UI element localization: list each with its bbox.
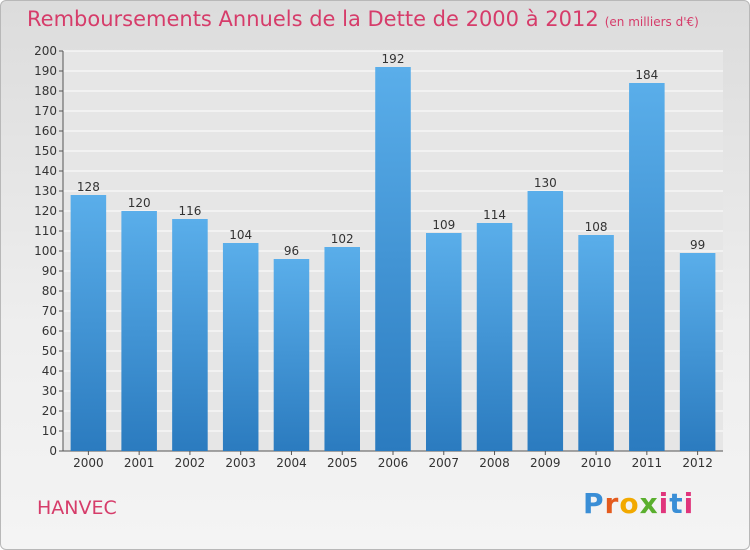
bar-value-label: 102 [331,232,354,246]
bar [426,233,462,451]
y-tick-label: 130 [34,184,57,198]
y-tick-label: 20 [42,404,57,418]
bar [476,223,513,451]
bar-value-label: 192 [382,52,405,66]
y-tick-label: 110 [34,224,57,238]
bar [70,195,107,451]
bar-value-label: 104 [229,228,252,242]
y-tick-label: 30 [42,384,57,398]
y-tick-label: 100 [34,244,57,258]
y-tick-label: 170 [34,104,57,118]
x-tick-label: 2002 [175,456,206,470]
x-tick-label: 2004 [276,456,307,470]
bar-value-label: 128 [77,180,100,194]
y-tick-label: 160 [34,124,57,138]
x-tick-label: 2008 [479,456,510,470]
y-tick-label: 140 [34,164,57,178]
y-tick-label: 90 [42,264,57,278]
y-tick-label: 60 [42,324,57,338]
x-tick-label: 2012 [682,456,713,470]
labels: 0 10 20 30 40 50 60 70 80 90 100 110 120 130 140 150 160… [34,44,713,470]
bar-value-label: 114 [483,208,506,222]
proxiti-logo: Proxiti [583,487,695,520]
bar-value-label: 99 [690,238,705,252]
bar-value-label: 120 [128,196,151,210]
bar [375,67,411,451]
x-tick-label: 2006 [378,456,409,470]
bar-value-label: 184 [635,68,658,82]
y-tick-label: 40 [42,364,57,378]
bar [324,247,360,451]
x-tick-label: 2005 [327,456,358,470]
y-tick-label: 80 [42,284,57,298]
bar-value-label: 130 [534,176,557,190]
bar [679,253,716,451]
town-name: HANVEC [37,497,117,519]
x-tick-label: 2010 [581,456,612,470]
bar-value-label: 109 [432,218,455,232]
x-tick-label: 2001 [124,456,155,470]
y-tick-label: 10 [42,424,57,438]
x-tick-label: 2009 [530,456,561,470]
bar [222,243,259,451]
y-tick-label: 120 [34,204,57,218]
bars [70,67,716,451]
chart-title-text: Remboursements Annuels de la Dette de 20… [27,7,599,31]
chart-subtitle: (en milliers d'€) [604,15,699,29]
bar-value-label: 116 [178,204,201,218]
y-tick-label: 200 [34,44,57,58]
bar-value-label: 108 [585,220,608,234]
bar [172,219,208,451]
x-tick-label: 2000 [73,456,104,470]
bar [578,235,614,451]
bar [121,211,157,451]
x-tick-label: 2003 [225,456,256,470]
y-tick-label: 180 [34,84,57,98]
y-tick-label: 150 [34,144,57,158]
x-tick-label: 2011 [632,456,663,470]
y-tick-label: 190 [34,64,57,78]
y-tick-label: 70 [42,304,57,318]
bar [273,259,310,451]
y-tick-label: 0 [49,444,57,458]
bar [629,83,665,451]
bar [527,191,564,451]
y-tick-label: 50 [42,344,57,358]
chart-title: Remboursements Annuels de la Dette de 20… [27,7,699,31]
bar-value-label: 96 [284,244,299,258]
x-tick-label: 2007 [428,456,459,470]
